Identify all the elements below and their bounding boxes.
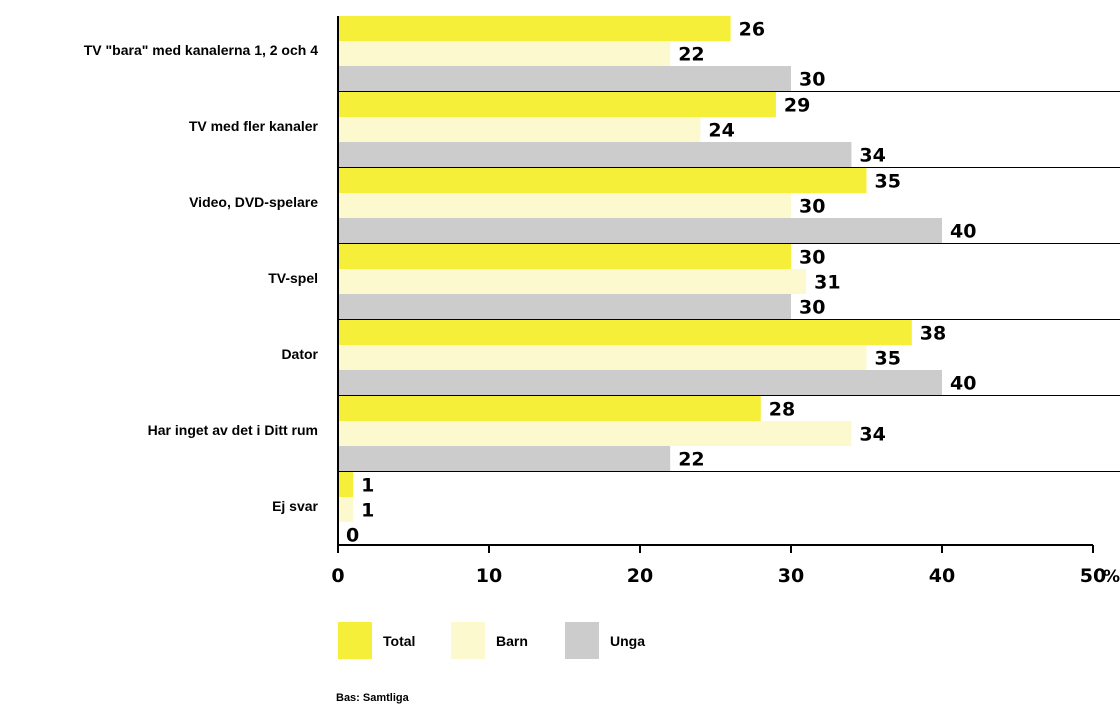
bar-total (338, 396, 761, 421)
x-tick-label: 20 (627, 565, 653, 587)
x-tick-label: 30 (778, 565, 804, 587)
value-label: 31 (814, 272, 840, 294)
x-ticks: 0 10 20 30 40 50% (331, 545, 1120, 587)
x-unit-label: % (1103, 567, 1120, 587)
legend-swatch-unga (565, 622, 599, 659)
bar-barn (338, 345, 867, 370)
category-label: TV-spel (268, 270, 318, 286)
bar-barn (338, 497, 354, 522)
bar-total (338, 168, 867, 193)
legend-label-unga: Unga (610, 633, 645, 649)
category-label: Ej svar (272, 498, 318, 514)
bar-barn (338, 269, 807, 294)
category-labels: TV "bara" med kanalerna 1, 2 och 4 TV med… (84, 42, 319, 514)
bar-total (338, 16, 731, 41)
x-tick-label: 0 (331, 565, 344, 587)
bar-barn (338, 421, 852, 446)
category-label: Video, DVD-spelare (189, 194, 318, 210)
bar-unga (338, 66, 791, 91)
bar-total (338, 92, 776, 117)
value-label: 0 (346, 525, 359, 547)
x-tick-label: 50 (1080, 565, 1106, 587)
bar-total (338, 320, 912, 345)
value-label: 30 (799, 247, 825, 269)
legend-swatch-total (338, 622, 372, 659)
value-label: 28 (769, 399, 795, 421)
bar-total (338, 244, 791, 269)
bar-unga (338, 446, 671, 471)
value-label: 30 (799, 196, 825, 218)
legend-label-barn: Barn (496, 633, 528, 649)
category-label: TV "bara" med kanalerna 1, 2 och 4 (84, 42, 318, 58)
bars (338, 16, 942, 522)
value-label: 30 (799, 297, 825, 319)
value-label: 40 (950, 373, 976, 395)
value-label: 34 (859, 424, 885, 446)
value-label: 1 (361, 475, 374, 497)
category-label: TV med fler kanaler (189, 118, 319, 134)
bar-barn (338, 41, 671, 66)
value-label: 30 (799, 69, 825, 91)
value-label: 35 (875, 171, 901, 193)
category-label: Har inget av det i Ditt rum (148, 422, 318, 438)
value-label: 34 (859, 145, 885, 167)
value-label: 22 (678, 44, 704, 66)
bar-unga (338, 370, 942, 395)
value-label: 40 (950, 221, 976, 243)
value-label: 22 (678, 449, 704, 471)
bar-barn (338, 117, 701, 142)
value-label: 24 (708, 120, 734, 142)
value-label: 1 (361, 500, 374, 522)
value-label: 38 (920, 323, 946, 345)
legend-label-total: Total (383, 633, 415, 649)
x-tick-label: 10 (476, 565, 502, 587)
bar-total (338, 472, 354, 497)
bar-barn (338, 193, 791, 218)
bar-unga (338, 218, 942, 243)
bar-unga (338, 294, 791, 319)
category-label: Dator (281, 346, 318, 362)
legend-swatch-barn (451, 622, 485, 659)
value-label: 26 (739, 19, 765, 41)
value-label: 29 (784, 95, 810, 117)
footnote: Bas: Samtliga (336, 692, 409, 704)
bar-unga (338, 142, 852, 167)
value-label: 35 (875, 348, 901, 370)
legend: Total Barn Unga (338, 622, 645, 659)
axes (337, 16, 1093, 546)
x-tick-label: 40 (929, 565, 955, 587)
category-separators (338, 91, 1120, 472)
